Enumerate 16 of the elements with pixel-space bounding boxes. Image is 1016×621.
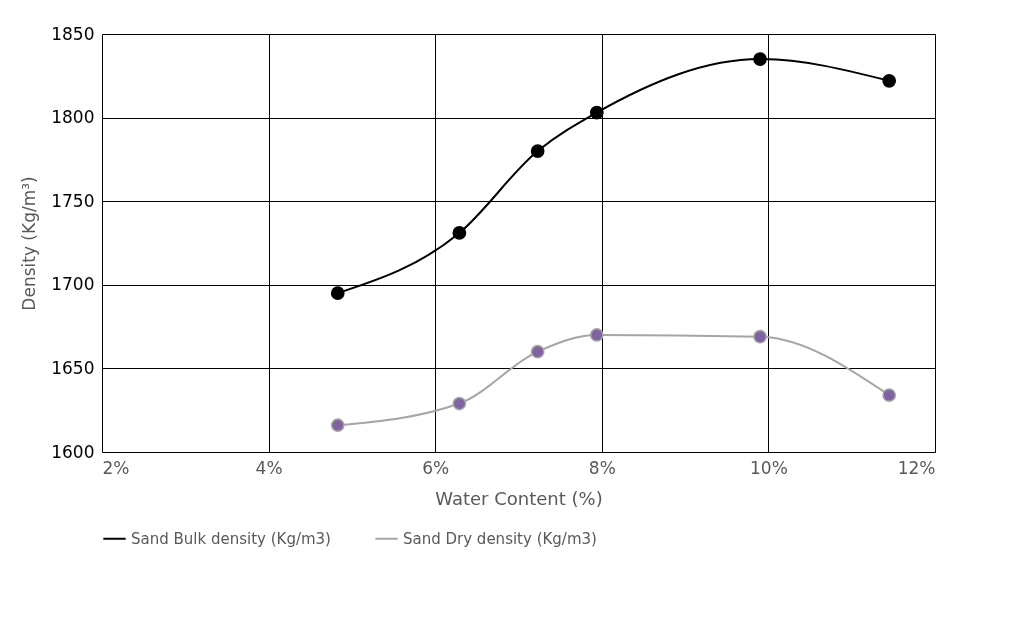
legend-label: Sand Bulk density (Kg/m3) <box>131 529 331 548</box>
y-tick-label: 1650 <box>51 357 95 378</box>
legend-label: Sand Dry density (Kg/m3) <box>403 529 597 548</box>
x-tick-label: 12% <box>897 457 936 478</box>
y-tick-label: 1800 <box>51 107 95 128</box>
x-tick-label: 2% <box>102 457 130 478</box>
y-axis-title: Density (Kg/m³) <box>19 176 40 311</box>
y-tick-label: 1750 <box>51 190 95 211</box>
x-tick-label: 10% <box>750 457 788 478</box>
y-tick-label: 1850 <box>51 23 95 44</box>
x-tick-label: 4% <box>255 457 283 478</box>
x-tick-label: 6% <box>422 457 450 478</box>
x-axis-title: Water Content (%) <box>435 487 603 509</box>
y-tick-label: 1600 <box>51 441 95 462</box>
y-tick-label: 1700 <box>51 274 95 295</box>
x-tick-label: 8% <box>588 457 616 478</box>
